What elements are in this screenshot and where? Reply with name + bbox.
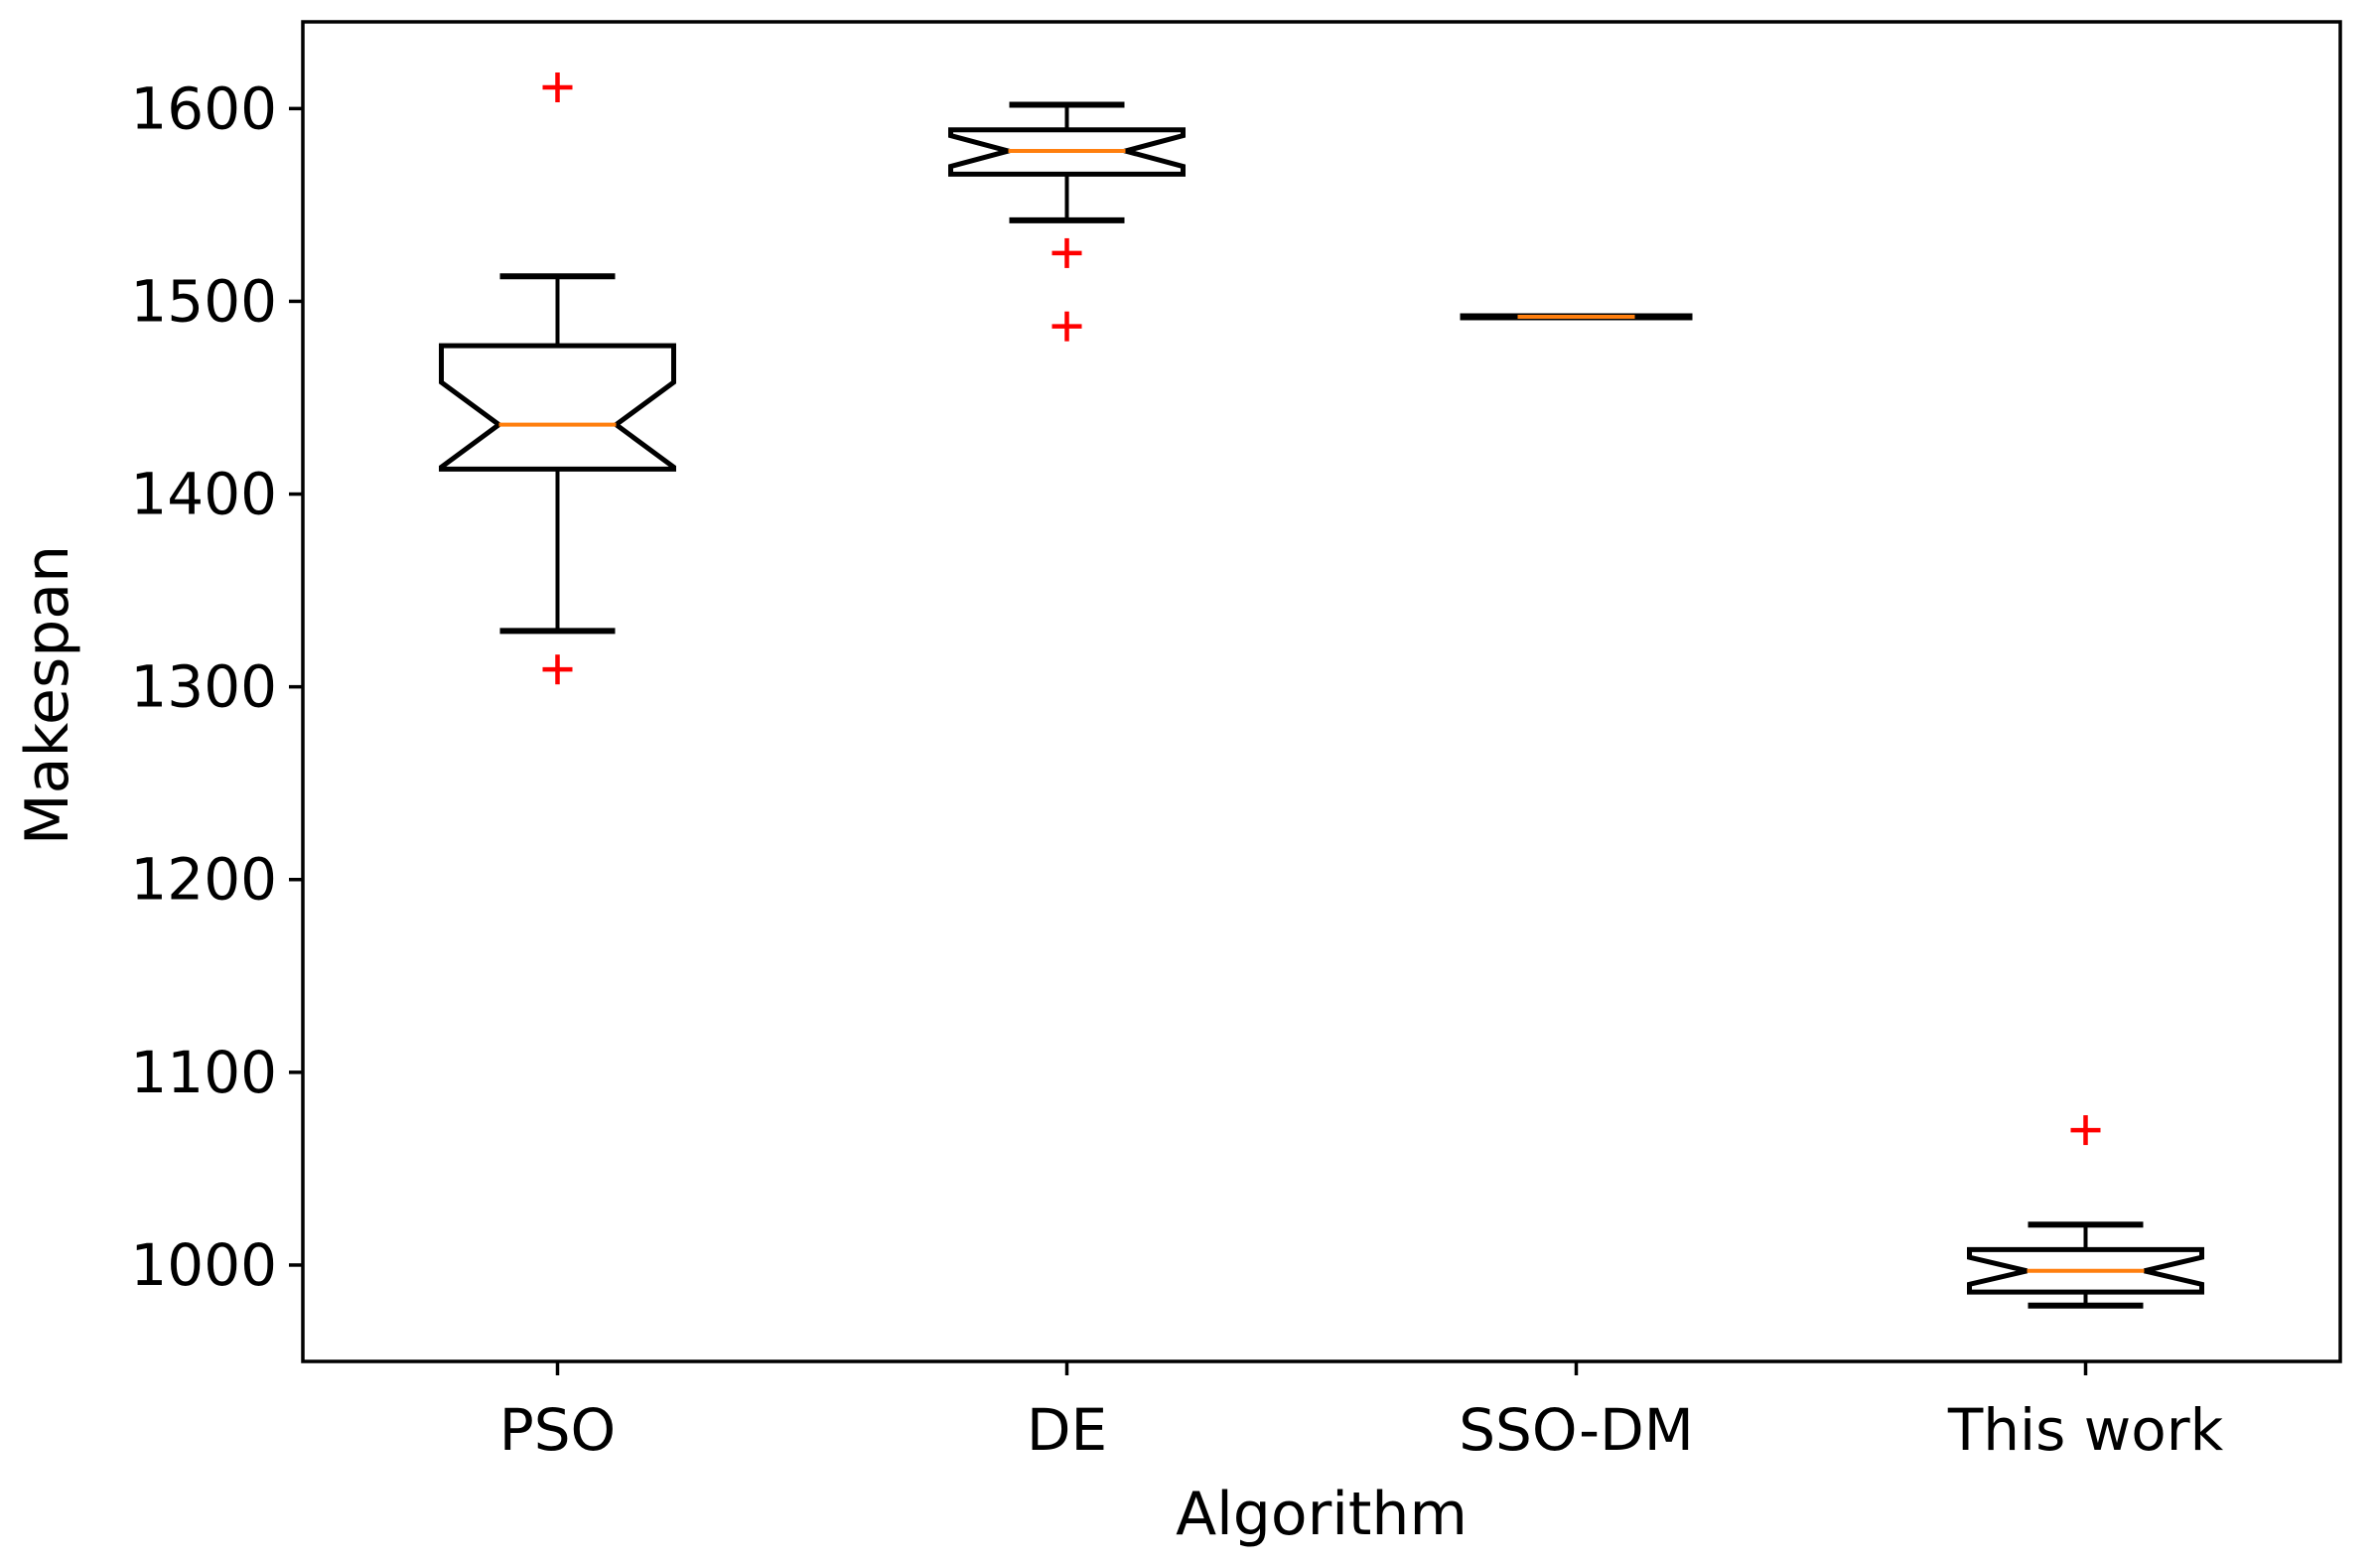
outlier-marker <box>542 654 573 685</box>
y-tick-label: 1600 <box>130 74 277 142</box>
x-axis: PSO DE SSO-DM This work <box>499 1361 2224 1464</box>
box-group <box>1967 1115 2204 1309</box>
outlier-marker <box>1051 311 1082 342</box>
notched-box <box>1967 1246 2204 1295</box>
notched-box <box>439 343 676 472</box>
y-axis: 1000 1100 1200 1300 1400 1500 1600 <box>130 74 303 1299</box>
box-series <box>439 71 2204 1309</box>
y-tick-label: 1200 <box>130 846 277 914</box>
notched-box <box>948 127 1186 177</box>
box-group <box>439 71 676 685</box>
y-tick-label: 1500 <box>130 267 277 335</box>
outlier-marker <box>1051 237 1082 268</box>
y-tick-label: 1300 <box>130 653 277 721</box>
x-tick-label: DE <box>1027 1396 1107 1464</box>
x-tick-label: This work <box>1947 1396 2224 1464</box>
y-axis-title: Makespan <box>13 545 82 845</box>
y-tick-label: 1000 <box>130 1231 277 1299</box>
y-tick-label: 1400 <box>130 461 277 528</box>
x-axis-title: Algorithm <box>1176 1480 1468 1549</box>
outlier-marker <box>542 71 573 102</box>
x-tick-label: PSO <box>499 1396 616 1464</box>
plot-frame <box>301 20 2342 1363</box>
box-group <box>948 101 1186 342</box>
outlier-marker <box>2070 1115 2101 1146</box>
y-tick-label: 1100 <box>130 1039 277 1106</box>
x-tick-label: SSO-DM <box>1459 1396 1694 1464</box>
